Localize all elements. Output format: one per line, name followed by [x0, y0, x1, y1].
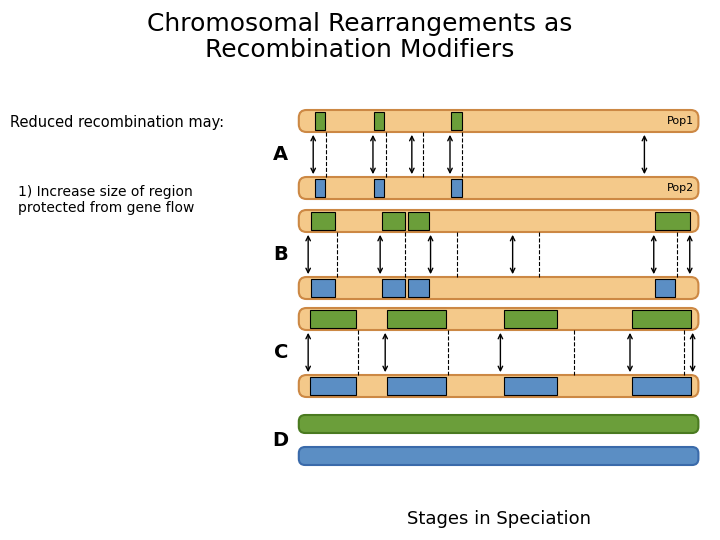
Bar: [310, 310, 356, 328]
Text: A: A: [273, 145, 289, 164]
Bar: [408, 212, 429, 230]
Bar: [387, 377, 446, 395]
Bar: [632, 377, 691, 395]
Bar: [451, 112, 462, 130]
Bar: [387, 310, 446, 328]
Text: Stages in Speciation: Stages in Speciation: [407, 510, 590, 528]
Text: D: D: [273, 430, 289, 449]
Bar: [315, 179, 325, 197]
Bar: [374, 179, 384, 197]
FancyBboxPatch shape: [299, 277, 698, 299]
Text: Pop1: Pop1: [667, 116, 694, 126]
Bar: [315, 112, 325, 130]
Bar: [504, 310, 557, 328]
Text: Recombination Modifiers: Recombination Modifiers: [205, 38, 515, 62]
FancyBboxPatch shape: [299, 210, 698, 232]
Text: C: C: [274, 343, 288, 362]
Text: Pop2: Pop2: [667, 183, 694, 193]
FancyBboxPatch shape: [299, 375, 698, 397]
Text: Reduced recombination may:: Reduced recombination may:: [10, 115, 224, 130]
Bar: [655, 212, 690, 230]
FancyBboxPatch shape: [299, 447, 698, 465]
Bar: [382, 212, 405, 230]
Bar: [408, 279, 429, 297]
Bar: [310, 377, 356, 395]
Bar: [451, 179, 462, 197]
Bar: [311, 212, 335, 230]
FancyBboxPatch shape: [299, 110, 698, 132]
Bar: [311, 279, 335, 297]
Bar: [655, 279, 675, 297]
FancyBboxPatch shape: [299, 308, 698, 330]
Bar: [374, 112, 384, 130]
Bar: [632, 310, 691, 328]
Text: Chromosomal Rearrangements as: Chromosomal Rearrangements as: [148, 12, 572, 36]
Text: B: B: [274, 245, 288, 264]
FancyBboxPatch shape: [299, 415, 698, 433]
Text: 1) Increase size of region
protected from gene flow: 1) Increase size of region protected fro…: [18, 185, 194, 215]
Bar: [504, 377, 557, 395]
Bar: [382, 279, 405, 297]
FancyBboxPatch shape: [299, 177, 698, 199]
